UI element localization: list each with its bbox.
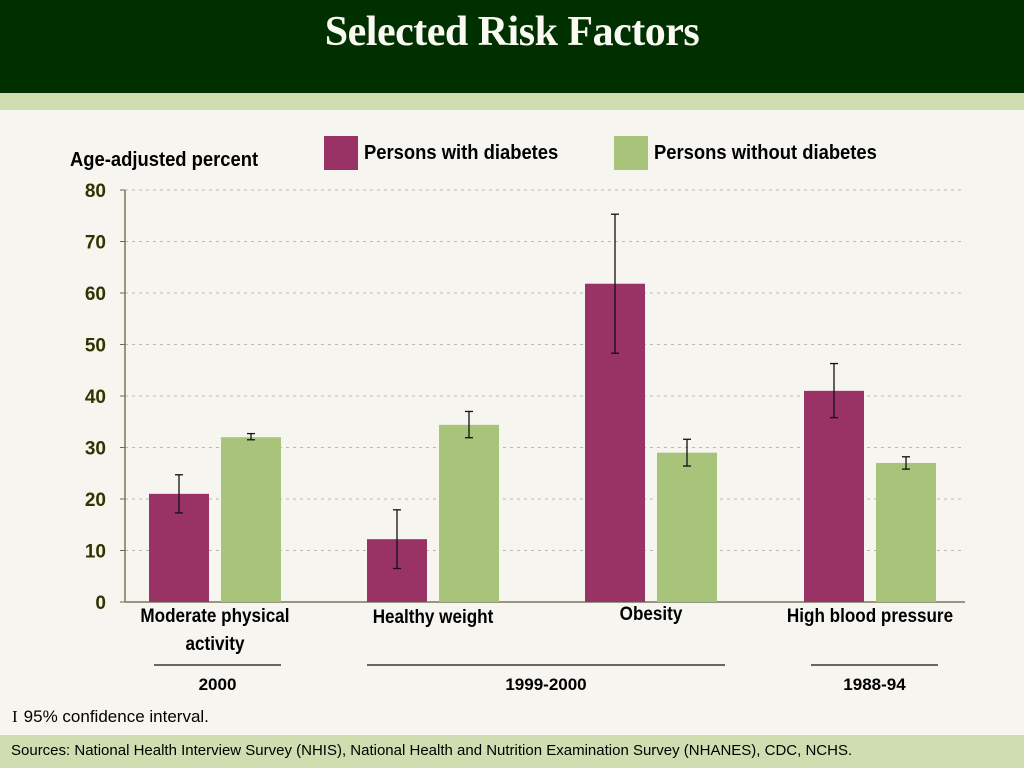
header-accent-band (0, 93, 1024, 110)
bar-without-diabetes (876, 462, 936, 602)
x-category-label: Moderate physical (140, 605, 289, 626)
legend-label-without-diabetes: Persons without diabetes (654, 141, 877, 164)
bar-without-diabetes (439, 424, 499, 602)
legend-item-with-diabetes: Persons with diabetes (324, 136, 575, 170)
x-category-label: High blood pressure (787, 605, 953, 626)
sources-text: Sources: National Health Interview Surve… (11, 742, 853, 759)
bar-with-diabetes (804, 390, 864, 602)
bar-without-diabetes (221, 437, 281, 602)
error-bar-icon: I (12, 707, 18, 726)
period-label: 1988-94 (843, 675, 906, 694)
y-tick-label: 30 (85, 439, 106, 460)
legend-swatch-with-diabetes (324, 136, 358, 170)
y-tick-label: 70 (85, 233, 106, 254)
y-tick-label: 80 (85, 181, 106, 202)
y-tick-label: 50 (85, 336, 106, 357)
period-label: 2000 (199, 675, 237, 694)
slide-title: Selected Risk Factors (324, 9, 700, 55)
y-tick-label: 60 (85, 284, 106, 305)
footer-band: Sources: National Health Interview Surve… (0, 735, 1024, 768)
bar-without-diabetes (657, 452, 717, 602)
x-category-label: activity (186, 633, 245, 654)
y-axis-label: Age-adjusted percent (70, 149, 259, 171)
title-bar: Selected Risk Factors (0, 0, 1024, 93)
legend-item-without-diabetes: Persons without diabetes (614, 136, 896, 170)
legend-swatch-without-diabetes (614, 136, 648, 170)
y-tick-label: 0 (95, 593, 106, 614)
x-category-label: Healthy weight (373, 606, 494, 627)
ci-note-text: 95% confidence interval. (23, 707, 209, 726)
legend-label-with-diabetes: Persons with diabetes (364, 141, 559, 164)
y-tick-label: 10 (85, 542, 106, 563)
y-tick-label: 20 (85, 490, 106, 511)
confidence-interval-note: I 95% confidence interval. (12, 707, 209, 727)
y-tick-label: 40 (85, 387, 106, 408)
period-label: 1999-2000 (505, 675, 586, 694)
x-category-label: Obesity (620, 603, 683, 624)
